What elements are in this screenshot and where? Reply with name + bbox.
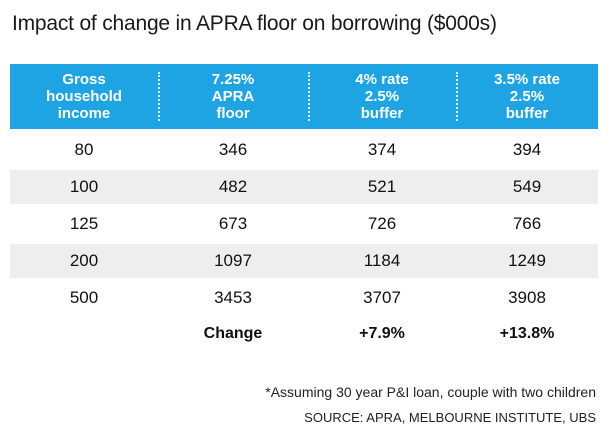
header-line: buffer [505,105,549,122]
borrowing-table: Gross household income 7.25% APRA floor … [10,64,598,351]
footnote: *Assuming 30 year P&I loan, couple with … [265,384,596,400]
table-cell: 482 [218,177,248,196]
table-row: 125 673 726 766 [10,207,598,241]
header-line: household [46,88,122,105]
header-income: Gross household income [10,64,158,129]
change-row: Change +7.9% +13.8% [10,317,598,351]
header-line: income [57,105,111,122]
table-cell: 374 [367,140,397,159]
table-cell [10,317,158,351]
table-cell: 1184 [363,251,401,270]
change-label: Change [203,325,263,342]
table-cell: 346 [218,140,248,159]
header-line: 2.5% [364,88,400,105]
header-3-5pct-rate: 3.5% rate 2.5% buffer [456,64,598,129]
table-cell: 3707 [363,288,401,307]
table-cell: 3453 [214,288,252,307]
table-row: 200 1097 1184 1249 [10,244,598,278]
table-cell: 1097 [214,251,252,270]
table-cell: 766 [512,214,542,233]
header-4pct-rate: 4% rate 2.5% buffer [308,64,456,129]
table-cell: 3908 [508,288,546,307]
table-cell: 80 [74,140,94,159]
table-row: 500 3453 3707 3908 [10,281,598,315]
table-cell: 394 [512,140,542,159]
header-line: 3.5% rate [494,71,560,88]
header-line: 2.5% [509,88,545,105]
table-body: 80 346 374 394 100 482 521 549 125 673 7… [10,133,598,351]
header-line: 7.25% [211,71,255,88]
table-row: 80 346 374 394 [10,133,598,167]
change-value-3-5pct: +13.8% [499,325,555,342]
table-row: 100 482 521 549 [10,170,598,204]
header-line: APRA [211,88,255,105]
table-cell: 1249 [508,251,546,270]
table-cell: 726 [367,214,397,233]
table-cell: 125 [69,214,99,233]
table-cell: 100 [69,177,99,196]
table-header: Gross household income 7.25% APRA floor … [10,64,598,129]
chart-title: Impact of change in APRA floor on borrow… [12,12,497,35]
header-line: 4% rate [355,71,409,88]
table-cell: 200 [69,251,99,270]
table-cell: 521 [367,177,397,196]
table-cell: 500 [69,288,99,307]
change-value-4pct: +7.9% [359,325,405,342]
header-line: floor [216,105,250,122]
header-line: Gross [62,71,106,88]
table-cell: 549 [512,177,542,196]
source-credit: SOURCE: APRA, MELBOURNE INSTITUTE, UBS [304,410,596,425]
header-line: buffer [360,105,404,122]
header-apra-floor: 7.25% APRA floor [158,64,308,129]
table-cell: 673 [218,214,248,233]
